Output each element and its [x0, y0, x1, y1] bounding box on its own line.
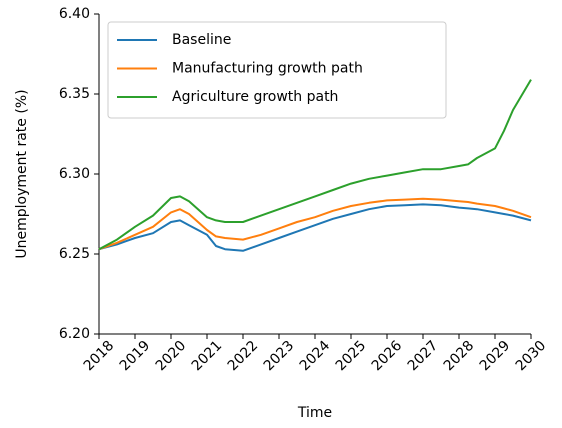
x-tick-label: 2026	[369, 338, 406, 375]
x-tick-label: 2030	[513, 338, 550, 375]
x-tick-label: 2025	[333, 338, 370, 375]
y-tick-label: 6.25	[59, 246, 90, 262]
x-tick-label: 2023	[261, 338, 298, 375]
x-tick-label: 2029	[477, 338, 514, 375]
x-tick-label: 2019	[117, 338, 154, 375]
x-tick-label: 2022	[225, 338, 262, 375]
x-tick-label: 2028	[441, 338, 478, 375]
x-tick-label: 2021	[189, 338, 226, 375]
x-axis-label: Time	[297, 405, 332, 421]
y-tick-label: 6.35	[59, 86, 90, 102]
line-series	[98, 79, 532, 251]
x-tick-label: 2024	[297, 338, 334, 375]
x-tick-label: 2027	[405, 338, 442, 375]
y-axis-label: Unemployment rate (%)	[14, 89, 30, 258]
legend-box	[107, 21, 447, 119]
y-tick-label: 6.40	[59, 6, 90, 22]
line-series	[98, 197, 532, 251]
x-tick-label: 2020	[153, 338, 190, 375]
y-tick-label: 6.30	[59, 166, 90, 182]
x-tick-label: 2018	[81, 338, 118, 375]
legend-label: Agriculture growth path	[172, 89, 338, 105]
legend-label: Baseline	[172, 32, 231, 48]
legend-label: Manufacturing growth path	[172, 61, 363, 77]
line-series	[98, 203, 532, 252]
y-tick-label: 6.20	[59, 326, 90, 342]
